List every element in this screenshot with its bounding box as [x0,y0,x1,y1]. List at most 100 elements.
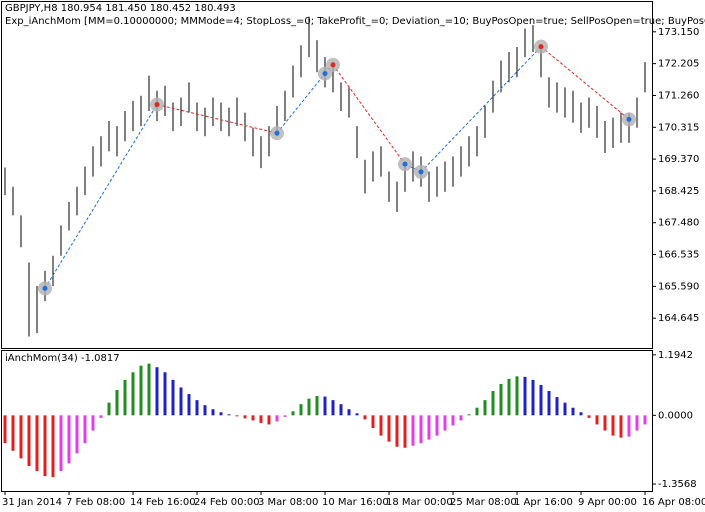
y-tick-label: 0.0000 [658,410,693,421]
x-tick-label: 24 Feb 00:00 [194,497,260,508]
histogram-bar [587,415,591,418]
indicator-title: iAnchMom(34) -1.0817 [5,353,120,364]
trade-line [420,46,542,173]
histogram-bar [27,415,31,466]
histogram-bar [323,396,327,416]
histogram-bar [491,391,495,416]
histogram-bar [483,400,487,416]
histogram-bar [251,415,255,421]
histogram-bar [403,415,407,448]
signal-marker [418,169,424,175]
histogram-bar [83,415,87,444]
histogram-bar [419,415,423,444]
histogram-bar [43,415,47,477]
histogram-bar [475,407,479,416]
histogram-bar [99,415,103,418]
histogram-bar [579,412,583,416]
signal-marker [274,130,280,136]
y-tick-label: 166.535 [658,250,699,261]
trade-line [332,64,406,165]
histogram-bar [643,415,647,425]
x-tick-label: 9 Apr 00:00 [578,497,637,508]
y-tick-label: 168.425 [658,186,699,197]
histogram-bar [499,383,503,416]
y-tick-label: 169.370 [658,154,699,165]
x-tick-label: 25 Mar 08:00 [450,497,517,508]
indicator-panel [1,350,653,492]
histogram-bar [595,415,599,425]
histogram-bar [267,415,271,425]
x-tick-label: 16 Apr 08:00 [642,497,705,508]
histogram-bar [195,400,199,416]
histogram-bar [515,376,519,416]
histogram-bar [155,367,159,416]
signal-marker [626,116,632,122]
histogram-bar [171,379,175,416]
histogram-bar [187,394,191,416]
histogram-bar [531,379,535,416]
histogram-bar [611,415,615,436]
histogram-bar [59,415,63,472]
trade-line [540,46,630,120]
histogram-bar [627,415,631,437]
x-tick-label: 14 Feb 16:00 [130,497,196,508]
histogram-bar [227,414,231,416]
x-tick-label: 1 Apr 16:00 [514,497,573,508]
histogram-bar [259,415,263,423]
histogram-bar [3,415,7,444]
signal-marker [538,44,544,50]
histogram-bar [163,372,167,416]
histogram-bar [363,415,367,420]
histogram-bar [603,415,607,431]
histogram-bar [203,405,207,416]
x-tick-label: 7 Feb 08:00 [66,497,125,508]
histogram-bar [395,415,399,447]
trade-line [276,73,326,134]
histogram-bar [219,412,223,416]
histogram-bar [75,415,79,454]
histogram-bar [131,372,135,416]
histogram-bar [459,415,463,421]
trade-line [44,104,158,289]
histogram-bar [179,387,183,416]
x-tick-label: 3 Mar 08:00 [258,497,318,508]
y-tick-label: 170.315 [658,122,699,133]
histogram-bar [299,404,303,416]
signal-marker [322,71,328,77]
histogram-bar [315,396,319,416]
x-tick-label: 31 Jan 2014 [2,497,62,508]
histogram-bar [235,415,239,417]
histogram-bar [435,415,439,436]
price-panel [1,1,653,349]
histogram-bar [635,415,639,431]
histogram-bar [443,415,447,431]
histogram-bar [147,363,151,416]
histogram-bar [67,415,71,464]
histogram-bar [539,384,543,416]
histogram-bar [139,365,143,416]
x-tick-label: 18 Mar 00:00 [386,497,453,508]
histogram-bar [411,415,415,446]
y-tick-label: 173.150 [658,27,699,38]
histogram-bar [91,415,95,431]
x-tick-label: 10 Mar 16:00 [322,497,389,508]
histogram-bar [307,398,311,416]
histogram-bar [619,415,623,438]
histogram-bar [339,404,343,416]
histogram-bar [387,415,391,442]
y-tick-label: 164.645 [658,313,699,324]
signal-marker [330,62,336,68]
expert-params: Exp_iAnchMom [MM=0.10000000; MMMode=4; S… [5,16,705,27]
signal-marker [402,161,408,167]
histogram-bar [107,402,111,416]
histogram-bar [571,407,575,416]
y-tick-label: 167.480 [658,218,699,229]
histogram-bar [547,391,551,416]
signal-marker [154,102,160,108]
histogram-bar [291,411,295,416]
y-tick-label: -1.3568 [658,479,697,490]
histogram-bar [427,415,431,440]
histogram-bar [347,409,351,416]
